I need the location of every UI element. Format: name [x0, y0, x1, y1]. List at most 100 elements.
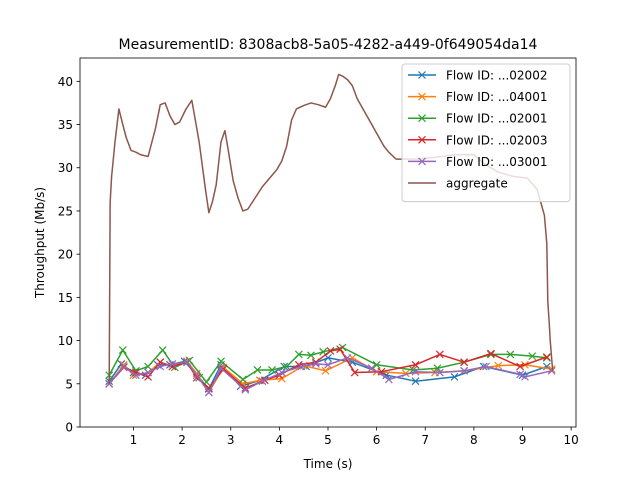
data-point: [324, 360, 332, 369]
data-point: [336, 345, 345, 354]
data-point: [411, 377, 420, 386]
data-point: [282, 362, 291, 371]
legend-label: Flow ID: ...02001: [446, 112, 547, 126]
data-point: [311, 359, 320, 368]
data-point: [258, 377, 267, 386]
data-point: [192, 373, 201, 382]
legend-marker: [418, 92, 426, 101]
data-point: [217, 357, 225, 366]
y-axis-label: Throughput (Mb/s): [33, 187, 47, 299]
data-point: [542, 353, 551, 361]
data-point: [482, 362, 490, 371]
data-point: [156, 362, 165, 371]
x-tick-label: 5: [324, 433, 332, 447]
y-tick-label: 10: [58, 334, 73, 348]
chart-title: MeasurementID: 8308acb8-5a05-4282-a449-0…: [119, 37, 538, 53]
data-point: [118, 346, 127, 355]
legend-item: Flow ID: ...02003: [408, 133, 547, 147]
data-point: [219, 365, 228, 374]
data-point: [486, 350, 495, 359]
data-point: [411, 360, 420, 369]
legend-marker: [418, 135, 426, 144]
legend-marker: [418, 157, 426, 166]
series-line: [108, 357, 552, 394]
data-point: [433, 364, 442, 373]
data-point: [521, 372, 529, 381]
data-point: [277, 374, 286, 383]
y-tick-label: 25: [58, 204, 73, 218]
data-point: [131, 371, 140, 380]
data-point: [144, 362, 153, 371]
data-point: [277, 368, 286, 377]
data-point: [460, 366, 469, 375]
y-tick-label: 20: [58, 248, 73, 262]
y-tick-label: 30: [58, 161, 73, 175]
data-point: [253, 366, 262, 374]
legend-item: aggregate: [408, 177, 508, 191]
x-tick-label: 4: [276, 433, 284, 447]
data-point: [144, 368, 153, 377]
data-point: [506, 350, 515, 359]
data-point: [307, 351, 315, 360]
data-point: [321, 366, 330, 375]
y-tick-label: 0: [65, 421, 73, 435]
x-tick-label: 2: [178, 433, 186, 447]
data-point: [297, 362, 306, 371]
x-tick-label: 1: [130, 433, 138, 447]
legend-item: Flow ID: ...02002: [408, 69, 547, 83]
data-point: [516, 362, 525, 371]
plot-area: [79, 57, 577, 428]
data-point: [547, 366, 556, 375]
data-point: [450, 372, 459, 381]
legend-item: Flow ID: ...04001: [408, 90, 547, 104]
legend-marker: [418, 114, 426, 123]
data-point: [326, 347, 335, 355]
legend-label: aggregate: [446, 177, 508, 191]
x-tick-label: 10: [563, 433, 578, 447]
data-point: [494, 361, 503, 370]
series-5: [105, 353, 556, 397]
data-point: [294, 350, 303, 359]
data-point: [183, 358, 191, 367]
data-point: [268, 366, 277, 374]
data-point: [217, 364, 225, 373]
x-axis-label: Time (s): [303, 457, 353, 471]
data-point: [158, 346, 167, 355]
data-point: [105, 379, 114, 388]
data-point: [343, 353, 352, 362]
x-tick-label: 9: [519, 433, 527, 447]
data-point: [192, 371, 201, 380]
legend-label: Flow ID: ...02002: [446, 69, 547, 83]
data-point: [384, 375, 393, 384]
x-tick-label: 8: [470, 433, 478, 447]
legend-item: Flow ID: ...03001: [408, 155, 547, 169]
data-point: [119, 362, 128, 371]
y-tick-label: 35: [58, 118, 73, 132]
data-point: [238, 375, 247, 384]
x-tick-label: 3: [227, 433, 235, 447]
legend-box: [401, 63, 571, 203]
legend: Flow ID: ...02002 Flow ID: ...04001 Flow I…: [401, 63, 571, 203]
x-tick-label: 6: [373, 433, 381, 447]
legend-item: Flow ID: ...02001: [408, 112, 547, 126]
data-point: [119, 360, 128, 369]
data-point: [460, 358, 469, 367]
data-point: [241, 384, 250, 393]
data-point: [486, 349, 495, 358]
data-point: [411, 367, 420, 376]
data-point: [516, 370, 525, 379]
data-point: [528, 352, 537, 361]
x-tick-label: 7: [421, 433, 429, 447]
data-point: [367, 364, 376, 373]
data-point: [435, 368, 444, 377]
y-tick-label: 40: [58, 75, 73, 89]
data-point: [204, 388, 213, 397]
legend-label: Flow ID: ...03001: [446, 155, 547, 169]
legend-label: Flow ID: ...02003: [446, 133, 547, 147]
data-point: [372, 360, 381, 369]
legend-marker: [418, 71, 426, 79]
y-tick-label: 5: [65, 377, 73, 391]
y-tick-label: 15: [58, 291, 73, 305]
data-point: [377, 367, 386, 376]
